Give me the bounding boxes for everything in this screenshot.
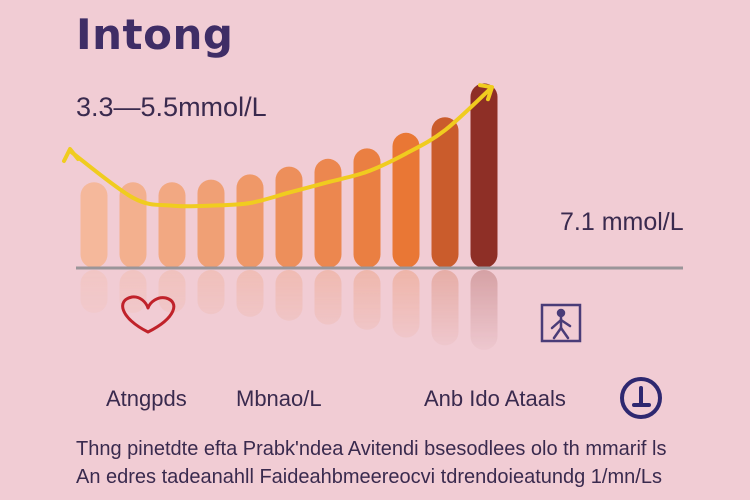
trend-arrow-left xyxy=(62,147,80,163)
bar-reflection-7 xyxy=(314,270,342,325)
bar-reflections xyxy=(80,270,498,350)
clock-icon xyxy=(620,377,662,419)
bar-reflection-2 xyxy=(119,270,147,313)
bar-reflection-10 xyxy=(431,270,459,346)
bar-11 xyxy=(470,83,498,269)
bar-3 xyxy=(158,182,186,268)
bar-reflection-6 xyxy=(275,270,303,321)
legend-item-3: Anb Ido Ataals xyxy=(424,386,566,411)
bar-2 xyxy=(119,182,147,268)
bar-7 xyxy=(314,158,342,268)
value-annotation: 7.1 mmol/L xyxy=(560,208,684,236)
bar-1 xyxy=(80,182,108,268)
bar-10 xyxy=(431,117,459,268)
bar-8 xyxy=(353,148,381,268)
bar-reflection-9 xyxy=(392,270,420,338)
legend-item-1: Atngpds xyxy=(106,386,187,411)
trend-arrow-right xyxy=(478,83,494,102)
range-annotation: 3.3—5.5mmol/L xyxy=(76,92,267,122)
heart-icon xyxy=(121,295,176,334)
trend-curve xyxy=(68,85,494,209)
bar-reflection-4 xyxy=(197,270,225,315)
legend-item-2: Mbnao/L xyxy=(236,386,322,411)
bar-reflection-8 xyxy=(353,270,381,330)
bar-9 xyxy=(392,132,420,268)
bar-series xyxy=(80,83,498,269)
footer-line-2: An edres tadeanahll Faideahbmeereocvi td… xyxy=(76,466,662,488)
bar-reflection-11 xyxy=(470,270,498,350)
person-figure-icon xyxy=(540,303,582,343)
footer-line-1: Thng pinetdte efta Prabk'ndea Avitendi b… xyxy=(76,438,667,460)
bar-reflection-3 xyxy=(158,270,186,313)
bar-reflection-1 xyxy=(80,270,108,313)
bar-5 xyxy=(236,174,264,268)
bar-6 xyxy=(275,166,303,268)
page-title: Intong xyxy=(76,10,234,59)
bar-reflection-5 xyxy=(236,270,264,317)
bar-4 xyxy=(197,179,225,268)
